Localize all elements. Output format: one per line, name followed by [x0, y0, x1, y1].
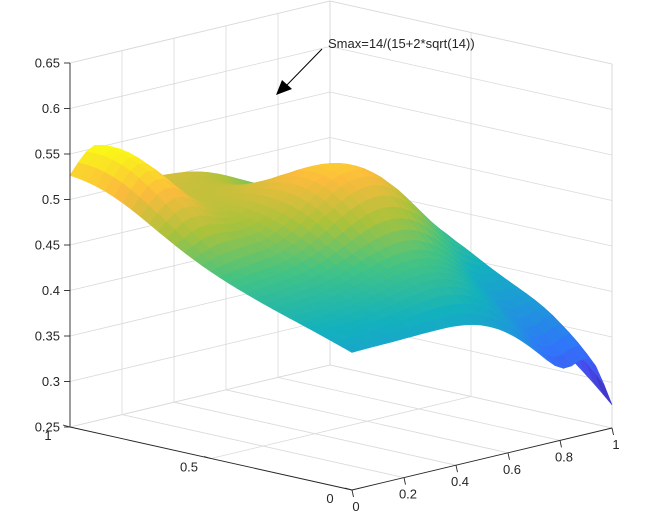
x-tick-label: 0: [352, 499, 359, 514]
annotation-arrow-line: [283, 48, 323, 89]
x-tick-mark: [351, 489, 354, 498]
y-tick-label: 1: [44, 428, 51, 443]
z-tick-label: 0.55: [35, 147, 60, 162]
x-tick-label: 0.8: [555, 449, 573, 464]
z-tick-label: 0.3: [42, 374, 60, 389]
x-tick-mark: [403, 477, 406, 485]
annotation-arrowhead: [276, 80, 292, 95]
tick-labels: 00.20.40.60.8100.510.250.30.350.40.450.5…: [35, 56, 620, 515]
x-tick-label: 0.2: [399, 487, 417, 502]
surface: [69, 144, 613, 405]
x-tick-mark: [559, 440, 562, 448]
x-tick-label: 0.4: [451, 474, 469, 489]
x-axis-line: [351, 427, 613, 491]
y-tick-mark: [344, 487, 353, 491]
annotation: Smax=14/(15+2*sqrt(14)): [276, 36, 475, 95]
grid-line-floor-y: [210, 396, 472, 459]
grid-line-floor-y: [69, 364, 331, 428]
z-tick-label: 0.35: [35, 329, 60, 344]
box-edge: [69, 0, 331, 64]
z-tick-label: 0.45: [35, 238, 60, 253]
x-tick-label: 1: [612, 437, 619, 452]
surface-patch: [594, 372, 613, 405]
x-tick-label: 0.6: [503, 462, 521, 477]
surface-patch: [342, 344, 361, 353]
grid-line-back-wall: [69, 46, 331, 109]
y-tick-label: 0: [326, 491, 333, 506]
annotation-text: Smax=14/(15+2*sqrt(14)): [328, 36, 475, 51]
z-tick-label: 0.5: [42, 192, 60, 207]
axes: [62, 62, 614, 498]
x-tick-mark: [507, 452, 510, 460]
box-edge: [329, 0, 613, 65]
grid-line-back-wall: [69, 91, 331, 155]
z-tick-label: 0.25: [35, 420, 60, 435]
x-tick-mark: [611, 427, 614, 436]
y-tick-mark: [203, 456, 212, 459]
y-tick-label: 0.5: [180, 460, 198, 475]
z-tick-label: 0.65: [35, 56, 60, 71]
z-tick-label: 0.6: [42, 101, 60, 116]
x-tick-mark: [455, 465, 458, 473]
z-tick-label: 0.4: [42, 283, 60, 298]
grid-line-back-wall: [69, 319, 331, 382]
